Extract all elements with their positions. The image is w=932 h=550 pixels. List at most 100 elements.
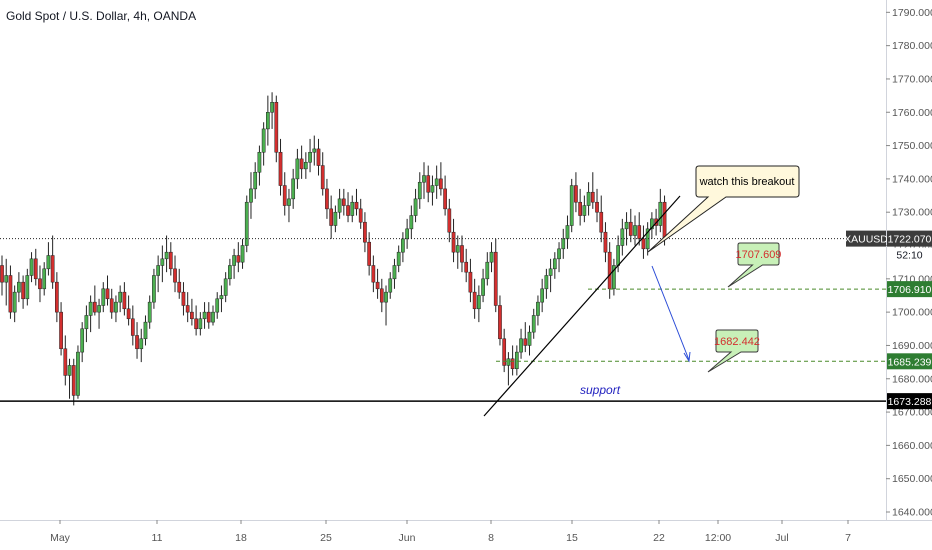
price-tag-3: 1673.288 [887, 393, 932, 410]
candle-body [4, 275, 9, 283]
candle-body [88, 301, 93, 316]
candle-body [337, 198, 342, 213]
candle-body [202, 311, 207, 320]
candle [55, 272, 59, 323]
candle-body [312, 148, 317, 153]
price-tag-text: 1685.239 [888, 356, 932, 368]
candle [236, 242, 241, 273]
candle [17, 272, 21, 303]
candle [25, 268, 30, 306]
candle [160, 245, 165, 283]
countdown-tag: 52:10 [887, 247, 932, 263]
callout-box [647, 165, 800, 253]
candle-body [662, 201, 667, 240]
candle-body [590, 191, 595, 203]
candle [658, 188, 663, 233]
candle [266, 95, 270, 146]
y-tick-label: 1750.000 [892, 140, 932, 152]
time-axis: May 11 18 25 Jun 8 15 22 12:00 Jul 7 [50, 520, 851, 544]
candle [375, 268, 380, 299]
candle [118, 285, 123, 313]
x-tick-label: 18 [235, 532, 247, 544]
candle [578, 188, 582, 226]
trendline [483, 195, 681, 417]
candle-body [164, 251, 169, 260]
candle [569, 178, 574, 233]
candle [472, 278, 477, 319]
candle [270, 92, 274, 129]
candle [561, 228, 566, 259]
candle [624, 212, 629, 246]
candle-body [223, 278, 228, 296]
candle [586, 182, 591, 216]
candle-body [375, 281, 380, 290]
candle [177, 268, 182, 299]
candle-body [316, 148, 321, 166]
candle-body [586, 191, 591, 206]
candle-body [118, 291, 123, 303]
candle-body [147, 301, 152, 323]
candle [274, 95, 279, 163]
candle [223, 272, 228, 303]
y-tick-label: 1780.000 [892, 40, 932, 52]
candle-body [565, 225, 570, 240]
candle [97, 298, 101, 329]
candle [650, 212, 654, 239]
candle [358, 198, 363, 229]
candle [33, 248, 38, 286]
candle-body [97, 305, 101, 313]
candle-body [194, 318, 198, 330]
candle-body [308, 151, 312, 163]
candle [544, 268, 549, 299]
candle [510, 345, 515, 376]
support-label: support [580, 383, 621, 397]
drawings: support watch this breakout 1707.609 1682.4… [0, 165, 886, 417]
target-balloon [727, 242, 780, 288]
candle-body [379, 288, 384, 303]
candle [308, 138, 312, 173]
candle [413, 188, 418, 223]
candle-body [455, 245, 460, 253]
candle-body [468, 271, 473, 293]
candle [455, 235, 460, 269]
target-balloon-label: 1707.609 [736, 249, 782, 261]
candle [202, 302, 207, 329]
candle-body [620, 228, 625, 246]
candle-body [346, 205, 350, 216]
candle [105, 275, 110, 306]
price-tag-text: 1673.288 [888, 396, 932, 408]
candle [173, 255, 177, 293]
target-1-balloon: 1707.609 [727, 242, 782, 288]
candle [198, 312, 203, 336]
candle-body [12, 291, 17, 313]
symbol-tag-bg [846, 230, 886, 247]
candle [426, 165, 431, 203]
candle-body [624, 221, 629, 230]
candle [333, 205, 338, 233]
candle-body [350, 201, 355, 216]
candle-body [257, 151, 262, 173]
countdown-text: 52:10 [896, 250, 922, 262]
candle-body [67, 365, 72, 376]
candle-body [270, 102, 274, 113]
candle [341, 188, 346, 216]
candle-body [185, 305, 190, 313]
candle [405, 218, 409, 249]
candle-body [249, 188, 253, 203]
candle [485, 252, 490, 286]
candle-body [658, 201, 663, 226]
candle-body [76, 351, 80, 396]
candle [8, 265, 13, 319]
price-tags: XAUUSD 1722.070 52:10 1706.910 1685.239 1673.… [844, 230, 932, 410]
candle [67, 358, 72, 399]
candle-body [190, 311, 194, 320]
x-tick-label: 11 [152, 532, 163, 544]
candle-body [422, 175, 426, 183]
candle [130, 305, 135, 346]
candle [388, 272, 393, 299]
y-tick-label: 1640.000 [892, 507, 932, 519]
candle [316, 138, 321, 176]
price-tag-bg [887, 230, 932, 247]
candle [620, 218, 625, 256]
